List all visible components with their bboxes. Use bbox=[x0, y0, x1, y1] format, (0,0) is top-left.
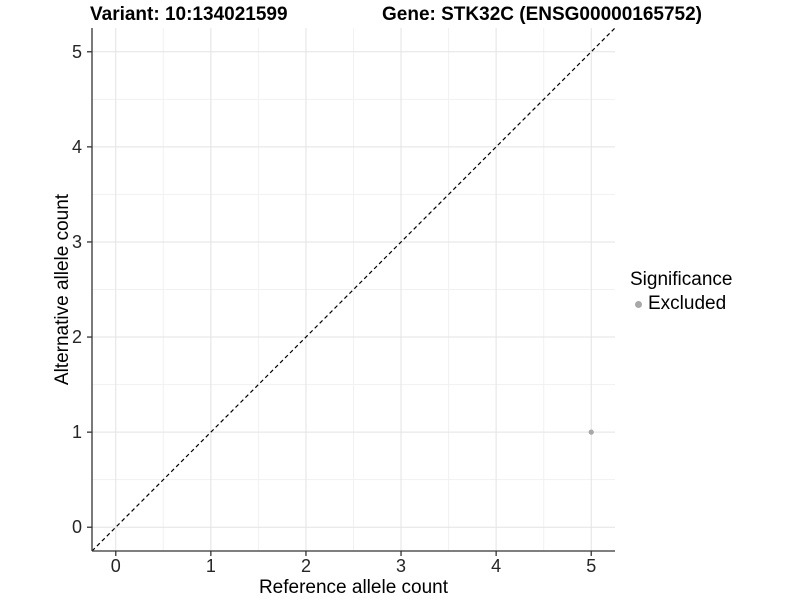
y-tick-label: 2 bbox=[71, 327, 82, 348]
legend-item-label: Excluded bbox=[648, 293, 727, 314]
x-tick-label: 1 bbox=[205, 556, 216, 576]
x-axis-title: Reference allele count bbox=[258, 577, 449, 598]
x-tick-label: 5 bbox=[586, 556, 597, 576]
identity-line bbox=[91, 28, 616, 552]
legend: Significance Excluded bbox=[630, 269, 732, 315]
y-tick-label: 3 bbox=[71, 231, 82, 252]
x-tick-label: 0 bbox=[110, 556, 121, 576]
y-tick-label: 0 bbox=[71, 517, 82, 538]
data-point bbox=[588, 429, 594, 435]
legend-item-excluded: Excluded bbox=[635, 293, 732, 315]
variant-title: Variant: 10:134021599 bbox=[90, 4, 288, 25]
x-tick-label: 3 bbox=[396, 556, 407, 576]
y-tick-label: 4 bbox=[71, 136, 82, 157]
gene-title: Gene: STK32C (ENSG00000165752) bbox=[382, 4, 702, 25]
y-tick-label: 1 bbox=[71, 422, 82, 443]
x-tick-label: 4 bbox=[491, 556, 502, 576]
y-tick-label: 5 bbox=[71, 41, 82, 62]
plot-panel bbox=[87, 28, 616, 556]
legend-point-swatch-icon bbox=[635, 300, 642, 308]
x-tick-label: 2 bbox=[300, 556, 311, 576]
legend-title: Significance bbox=[630, 269, 733, 290]
y-axis-title: Alternative allele count bbox=[52, 193, 73, 386]
